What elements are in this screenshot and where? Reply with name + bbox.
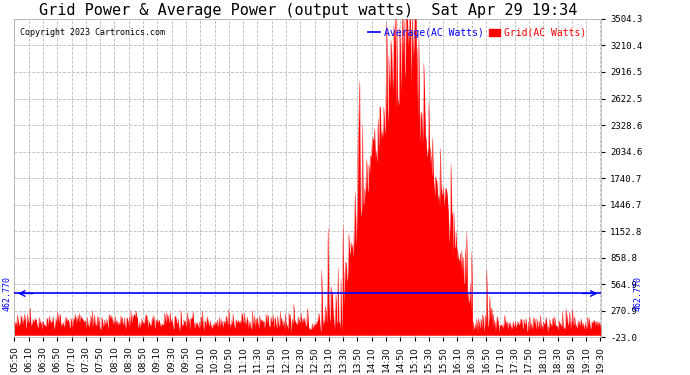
Text: 462.770: 462.770 [3,276,12,311]
Legend: Average(AC Watts), Grid(AC Watts): Average(AC Watts), Grid(AC Watts) [364,24,591,42]
Text: Copyright 2023 Cartronics.com: Copyright 2023 Cartronics.com [20,28,166,38]
Title: Grid Power & Average Power (output watts)  Sat Apr 29 19:34: Grid Power & Average Power (output watts… [39,3,577,18]
Text: 462.770: 462.770 [633,276,642,311]
